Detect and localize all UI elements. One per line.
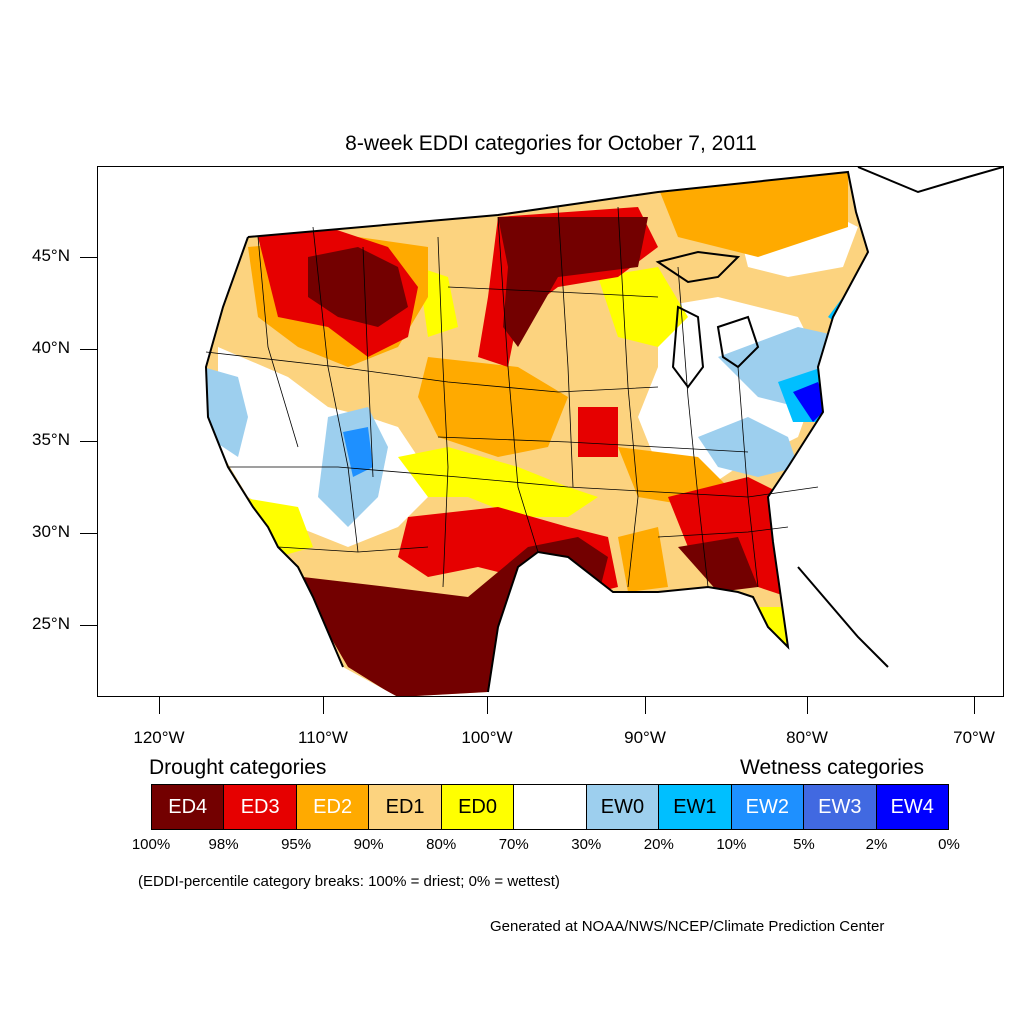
lon-tick [807,697,808,714]
credit-line: Generated at NOAA/NWS/NCEP/Climate Predi… [490,918,885,935]
category-note: (EDDI-percentile category breaks: 100% =… [138,873,560,890]
legend-break-label: 98% [208,836,239,853]
legend-swatch: ED2 [296,785,370,829]
lat-label-35n: 35°N [32,430,70,449]
legend-break-label: 100% [131,836,171,853]
state-boundary-layer [205,206,819,588]
legend-break-label: 2% [865,836,888,853]
legend-swatch: EW0 [586,785,660,829]
legend-swatch: EW3 [804,785,877,829]
lon-label-80w: 80°W [786,728,828,747]
lon-label-100w: 100°W [461,728,513,747]
lat-tick [80,625,97,626]
legend-break-label: 95% [281,836,312,853]
drought-heading: Drought categories [149,756,327,779]
lon-tick [159,697,160,714]
legend-color-bar: ED4 ED3 ED2 ED1 ED0 EW0 EW1 EW2 EW3 EW4 [151,784,949,830]
map-frame [97,166,1004,697]
lat-label-30n: 30°N [32,522,70,541]
lat-tick [80,349,97,350]
lon-tick [323,697,324,714]
lat-label-45n: 45°N [32,246,70,265]
legend-swatch: EW2 [731,785,805,829]
category-fill-layer [206,172,868,696]
lon-label-90w: 90°W [624,728,666,747]
legend-swatch: EW4 [876,785,948,829]
map-title: 8-week EDDI categories for October 7, 20… [345,132,757,155]
lat-label-25n: 25°N [32,614,70,633]
legend-break-label: 0% [938,836,960,853]
legend-swatch: ED0 [441,785,515,829]
legend-break-label: 5% [793,836,815,853]
lon-tick [487,697,488,714]
legend-break-label: 70% [498,836,529,853]
lon-label-120w: 120°W [133,728,185,747]
legend-break-label: 20% [643,836,674,853]
wetness-heading: Wetness categories [740,756,925,779]
legend-swatch: ED3 [224,785,297,829]
lat-label-40n: 40°N [32,338,70,357]
coastline-layer [204,167,1003,693]
legend-swatch: EW1 [659,785,732,829]
lat-tick [80,533,97,534]
lon-tick [645,697,646,714]
legend-break-label: 30% [571,836,602,853]
lat-tick [80,257,97,258]
legend-break-label: 80% [426,836,457,853]
eddi-map [204,167,1003,696]
legend-swatch [514,785,587,829]
lon-tick [974,697,975,714]
legend-swatch: ED1 [369,785,442,829]
lon-label-70w: 70°W [953,728,995,747]
legend-break-label: 90% [353,836,384,853]
legend-break-label: 10% [716,836,747,853]
lat-tick [80,441,97,442]
legend-swatch: ED4 [152,785,225,829]
lon-label-110w: 110°W [298,728,348,747]
